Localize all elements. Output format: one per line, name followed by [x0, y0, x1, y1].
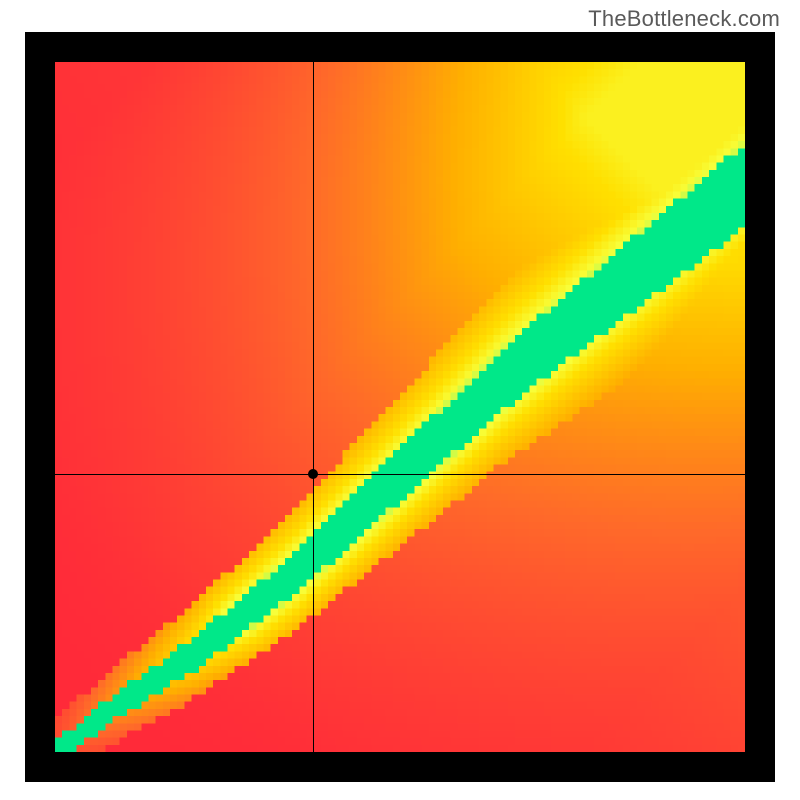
crosshair-horizontal — [55, 474, 745, 475]
bottleneck-heatmap — [55, 62, 745, 752]
watermark-source-label: TheBottleneck.com — [588, 6, 780, 32]
plot-area — [55, 62, 745, 752]
chart-container: TheBottleneck.com — [0, 0, 800, 800]
plot-frame — [25, 32, 775, 782]
crosshair-vertical — [313, 62, 314, 752]
selected-configuration-marker — [308, 469, 318, 479]
